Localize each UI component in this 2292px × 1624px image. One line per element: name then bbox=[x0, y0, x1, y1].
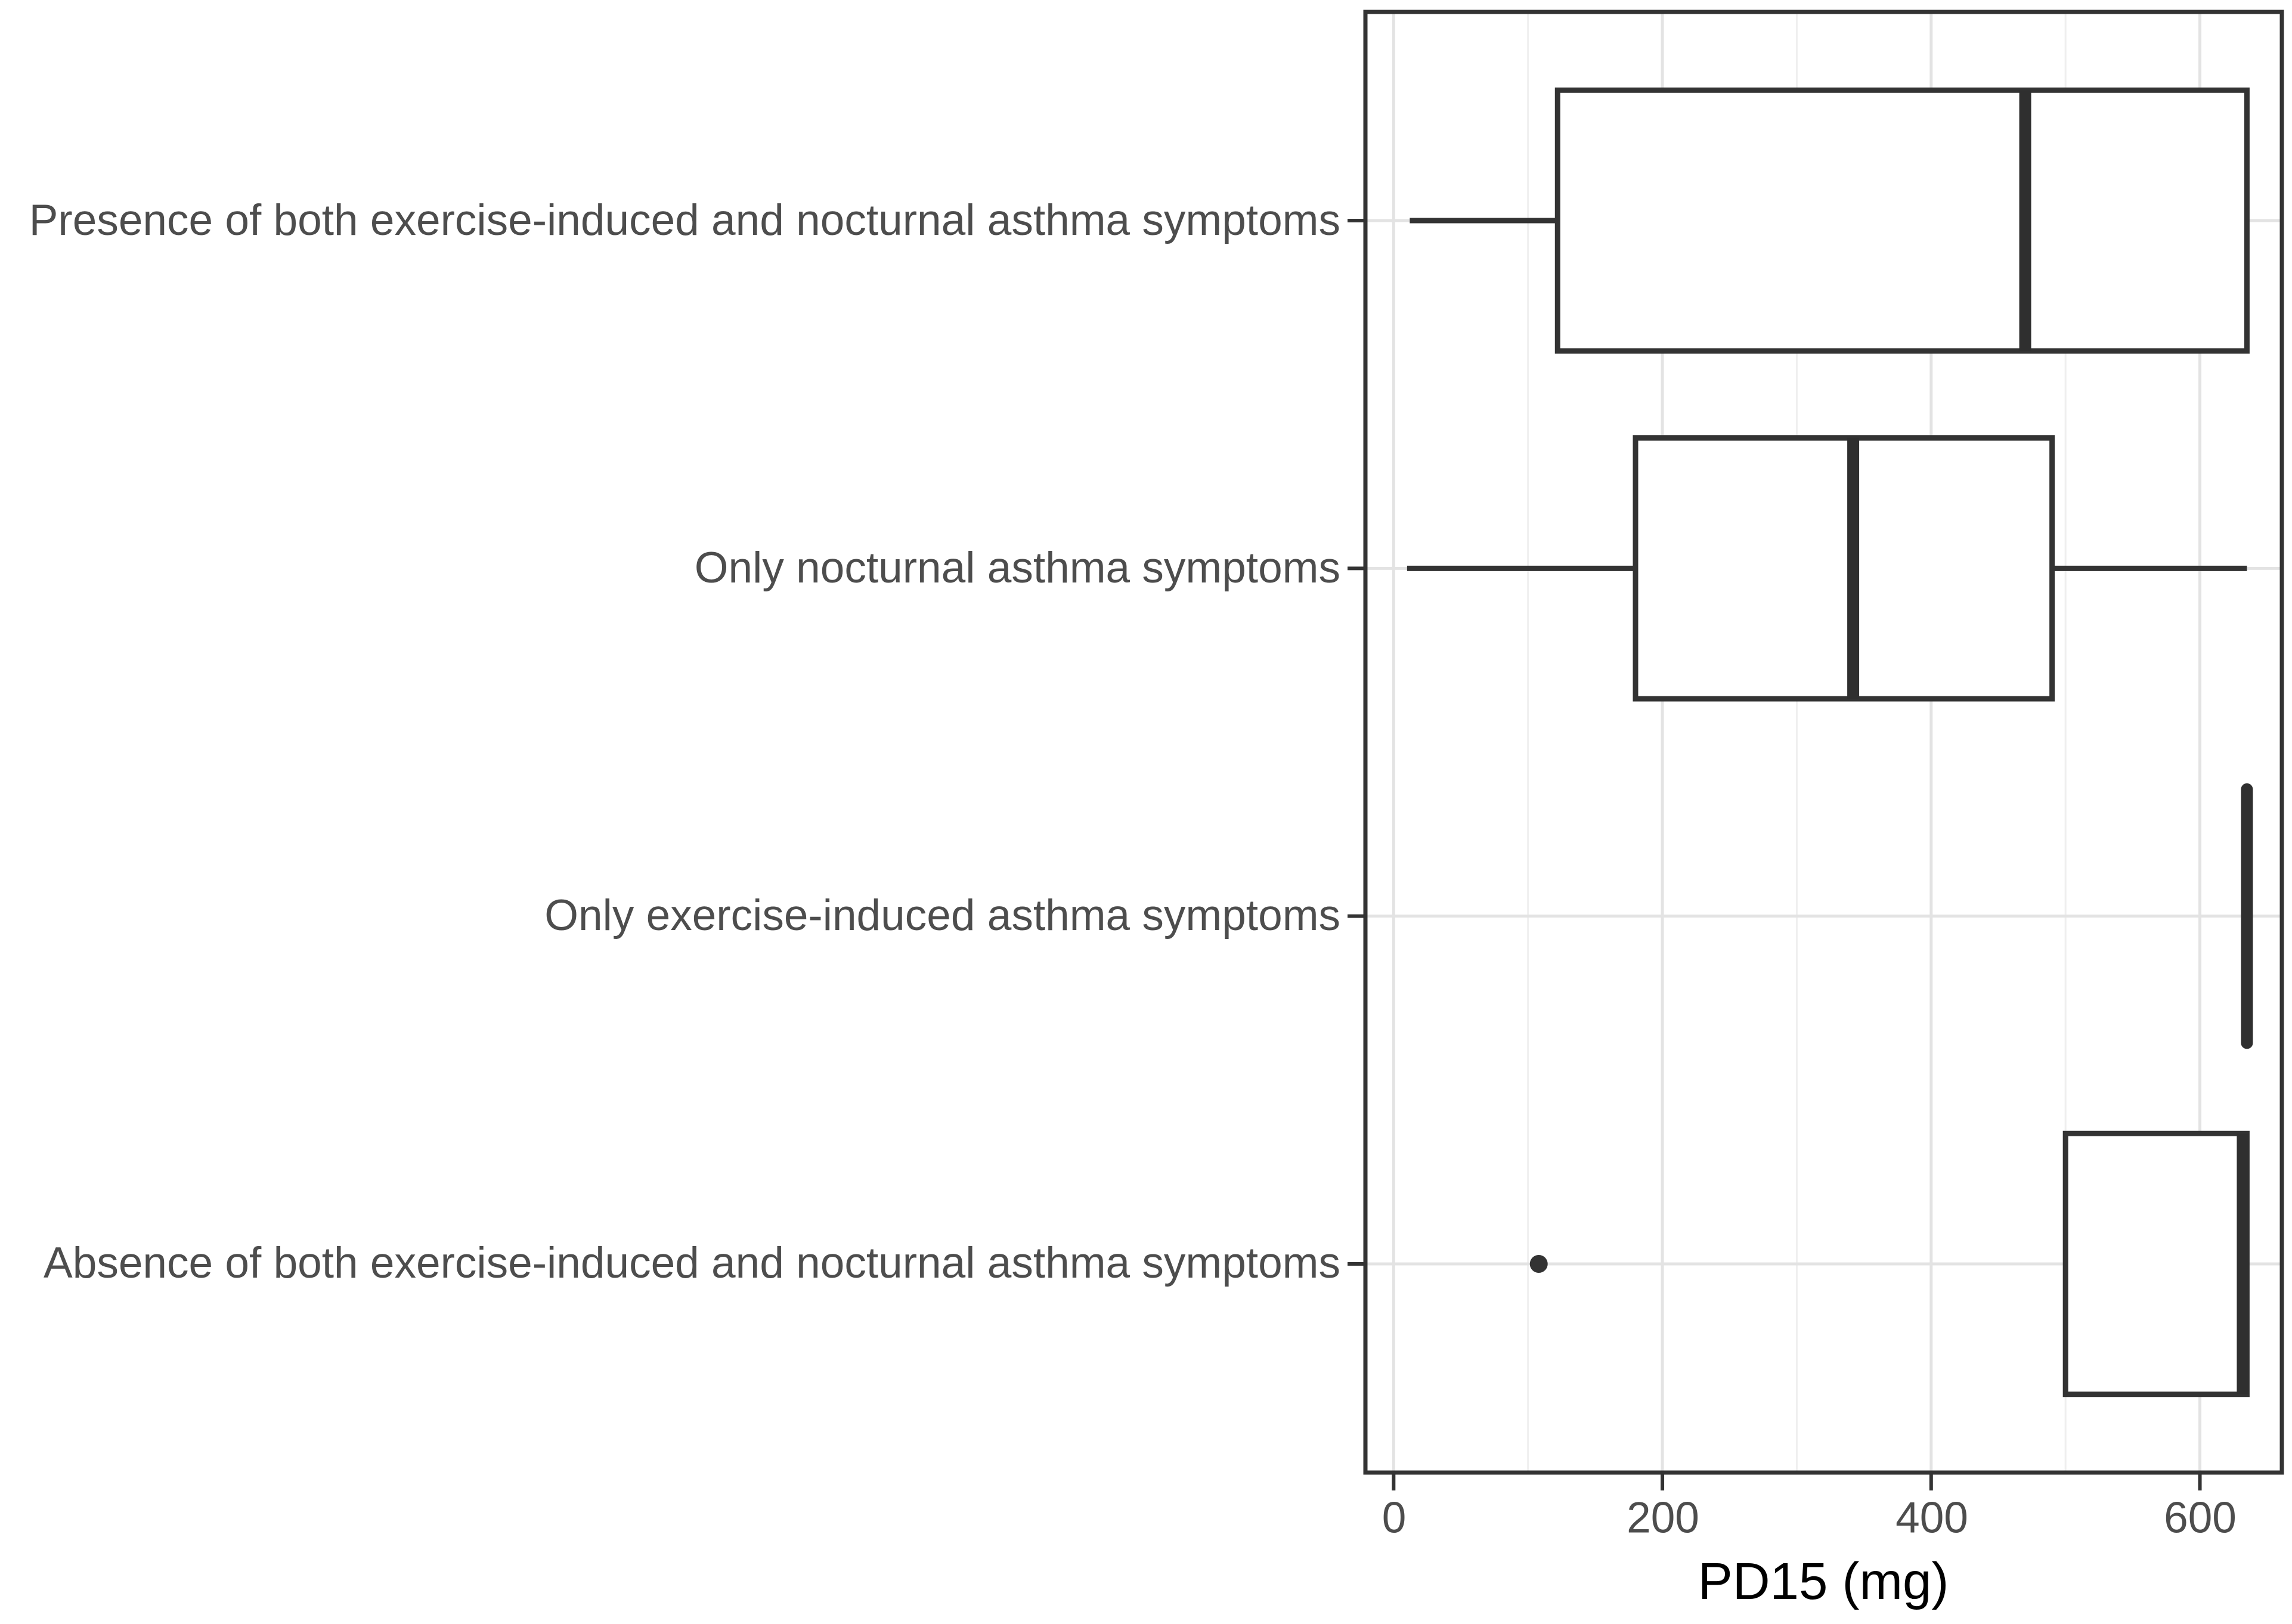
y-axis-label-absence-both: Absence of both exercise-induced and noc… bbox=[44, 1238, 1340, 1287]
x-tick-label-0: 0 bbox=[1382, 1493, 1407, 1542]
boxplot-box bbox=[2062, 1130, 2250, 1397]
panel-border bbox=[1363, 10, 2284, 1475]
x-tick-label-600: 600 bbox=[2164, 1493, 2237, 1542]
y-axis-label-only-exercise: Only exercise-induced asthma symptoms bbox=[544, 891, 1340, 940]
y-axis-label-only-nocturnal: Only nocturnal asthma symptoms bbox=[694, 543, 1340, 592]
boxplot-box bbox=[1554, 87, 2250, 354]
boxplot-outlier-point bbox=[1529, 1255, 1548, 1273]
boxplot-box bbox=[1633, 435, 2055, 702]
x-tick-label-400: 400 bbox=[1895, 1493, 1968, 1542]
x-tick-label-200: 200 bbox=[1627, 1493, 1699, 1542]
x-axis-title: PD15 (mg) bbox=[1698, 1552, 1949, 1610]
y-axis-label-presence-both: Presence of both exercise-induced and no… bbox=[29, 196, 1340, 244]
